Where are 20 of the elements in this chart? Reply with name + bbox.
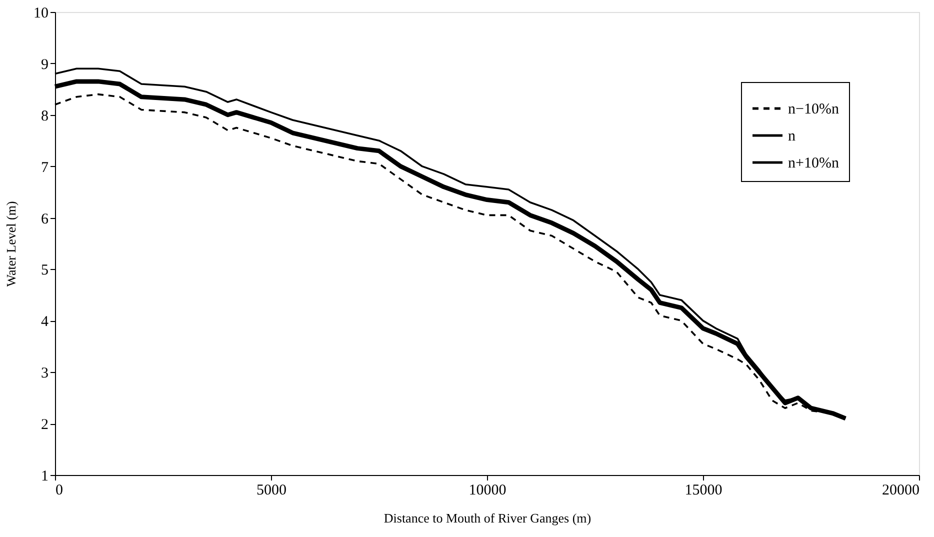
x-tick-label: 5000 bbox=[256, 482, 286, 498]
y-tick-label: 10 bbox=[34, 6, 48, 22]
x-tick-label: 10000 bbox=[468, 482, 506, 498]
x-tick-label: 20000 bbox=[882, 482, 920, 498]
y-tick-label: 7 bbox=[41, 160, 49, 176]
y-tick-label: 8 bbox=[41, 108, 48, 124]
legend-label: n+10%n bbox=[788, 156, 840, 172]
y-tick-label: 4 bbox=[41, 314, 49, 330]
x-tick-label: 0 bbox=[56, 482, 63, 498]
legend-label: n−10%n bbox=[788, 102, 840, 118]
x-axis-title: Distance to Mouth of River Ganges (m) bbox=[384, 510, 592, 526]
y-axis-title: Water Level (m) bbox=[4, 201, 18, 287]
y-tick-label: 2 bbox=[41, 417, 48, 434]
y-tick-label: 3 bbox=[41, 366, 48, 382]
y-tick-label: 5 bbox=[41, 262, 48, 279]
y-tick-label: 1 bbox=[41, 468, 48, 484]
legend-label: n bbox=[788, 128, 796, 144]
x-tick-label: 15000 bbox=[684, 482, 722, 498]
y-tick-label: 6 bbox=[41, 211, 49, 228]
y-tick-label: 9 bbox=[41, 56, 48, 73]
